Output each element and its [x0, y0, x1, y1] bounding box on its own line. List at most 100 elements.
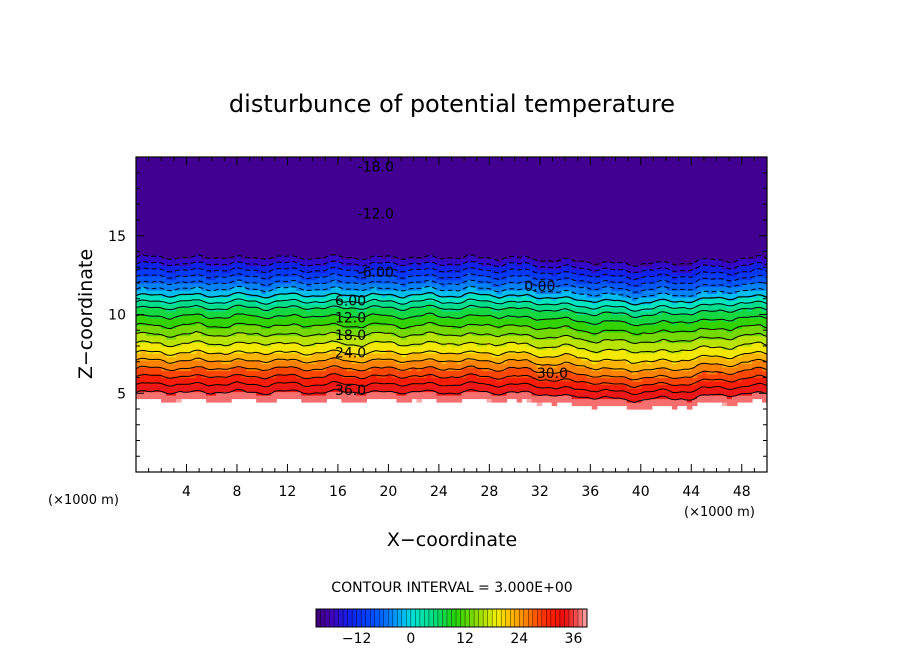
field-cell [471, 328, 478, 333]
field-cell [396, 300, 403, 305]
field-cell [411, 178, 418, 183]
field-cell [406, 335, 413, 340]
field-cell [241, 195, 247, 200]
field-cell [491, 391, 498, 396]
field-cell [166, 269, 172, 274]
field-cell [311, 381, 317, 386]
field-cell [301, 220, 307, 225]
field-cell [431, 174, 438, 179]
field-cell [396, 251, 403, 256]
field-cell [471, 342, 478, 347]
field-cell [136, 230, 142, 235]
field-cell [406, 314, 413, 319]
field-cell [311, 206, 317, 211]
field-cell [261, 202, 267, 207]
field-cell [321, 279, 327, 284]
field-cell [481, 381, 488, 386]
field-cell [311, 199, 317, 204]
field-cell [256, 269, 262, 274]
field-cell [186, 290, 192, 295]
field-cell [301, 248, 307, 253]
field-cell [181, 258, 187, 263]
field-cell [486, 314, 493, 319]
field-cell [316, 398, 322, 403]
field-cell [166, 202, 172, 207]
field-cell [391, 178, 398, 183]
field-cell [211, 272, 217, 277]
field-cell [431, 185, 438, 190]
field-cell [271, 206, 277, 211]
field-cell [441, 300, 448, 305]
field-cell [286, 160, 292, 165]
field-cell [336, 307, 342, 312]
field-cell [261, 185, 267, 190]
field-cell [161, 181, 167, 186]
field-cell [306, 370, 312, 375]
field-cell [406, 311, 413, 316]
field-cell [251, 244, 257, 249]
field-cell [456, 328, 463, 333]
field-cell [461, 360, 468, 365]
field-cell [186, 318, 192, 323]
field-cell [401, 174, 408, 179]
field-cell [211, 251, 217, 256]
field-cell [316, 384, 322, 389]
field-cell [461, 213, 468, 218]
field-cell [431, 391, 438, 396]
field-cell [311, 244, 317, 249]
field-cell [461, 388, 468, 393]
field-cell [291, 374, 297, 379]
field-cell [216, 265, 222, 270]
field-cell [141, 185, 147, 190]
field-cell [186, 171, 192, 176]
field-cell [431, 272, 438, 277]
field-cell [166, 395, 172, 400]
field-cell [301, 181, 307, 186]
field-cell [341, 279, 347, 284]
field-cell [346, 157, 352, 162]
field-cell [451, 265, 458, 270]
field-cell [306, 160, 312, 165]
field-cell [291, 339, 297, 344]
field-cell [281, 356, 287, 361]
field-cell [141, 293, 147, 298]
field-cell [371, 395, 377, 400]
field-cell [341, 223, 347, 228]
field-cell [156, 171, 162, 176]
field-cell [161, 227, 167, 232]
field-cell [341, 318, 347, 323]
field-cell [386, 237, 393, 242]
field-cell [161, 318, 167, 323]
field-cell [166, 342, 172, 347]
field-cell [316, 258, 322, 263]
field-cell [301, 206, 307, 211]
field-cell [331, 349, 337, 354]
field-cell [226, 181, 232, 186]
field-cell [486, 398, 493, 403]
field-cell [176, 202, 182, 207]
field-cell [221, 160, 227, 165]
field-cell [341, 370, 347, 375]
field-cell [416, 307, 423, 312]
field-cell [176, 384, 182, 389]
field-cell [346, 248, 352, 253]
field-cell [466, 279, 473, 284]
field-cell [376, 258, 382, 263]
field-cell [136, 174, 142, 179]
field-cell [221, 167, 227, 172]
field-cell [231, 342, 237, 347]
field-cell [436, 178, 443, 183]
field-cell [386, 293, 393, 298]
field-cell [461, 370, 468, 375]
field-cell [446, 164, 453, 169]
field-cell [281, 227, 287, 232]
field-cell [381, 171, 387, 176]
field-cell [266, 370, 272, 375]
field-cell [206, 255, 212, 260]
field-cell [166, 290, 172, 295]
field-cell [201, 353, 207, 358]
field-cell [316, 328, 322, 333]
field-cell [411, 209, 418, 214]
field-cell [246, 206, 252, 211]
field-cell [251, 167, 257, 172]
